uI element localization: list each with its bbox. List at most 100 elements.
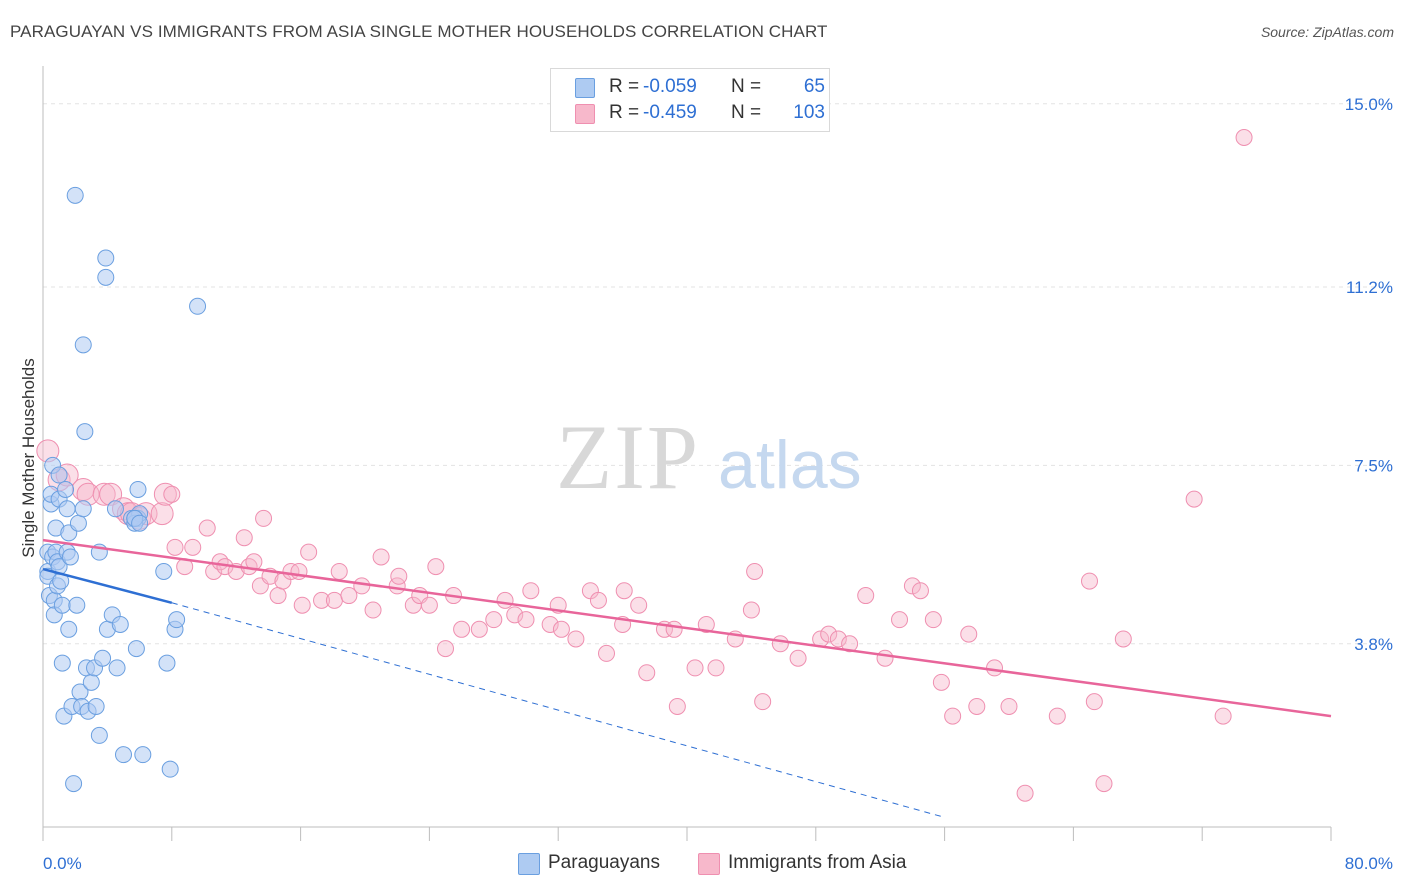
data-point-paraguayans (106, 500, 124, 518)
n-value: 65 (803, 76, 825, 97)
data-point-paraguayans (66, 186, 84, 204)
data-point-immigrants (92, 482, 116, 506)
data-point-immigrants (589, 591, 607, 609)
data-point-paraguayans (131, 514, 149, 532)
legend-label-paraguayans: Paraguayans (548, 852, 660, 873)
data-point-paraguayans (94, 649, 112, 667)
data-point-immigrants (1185, 490, 1203, 508)
data-point-immigrants (198, 519, 216, 537)
series-immigrants-from-asia (36, 129, 1253, 802)
n-value: 103 (793, 102, 825, 123)
legend-swatch-paraguayans (518, 853, 540, 875)
legend-swatch-immigrants (698, 853, 720, 875)
data-point-immigrants (754, 693, 772, 711)
x-tick-label: 0.0% (43, 854, 82, 873)
data-point-immigrants (330, 562, 348, 580)
data-point-immigrants (598, 644, 615, 662)
trend-extension-paraguayans (171, 602, 945, 818)
data-point-immigrants (876, 649, 894, 667)
data-point-immigrants (638, 664, 656, 682)
watermark-atlas: atlas (718, 427, 862, 503)
chart-title: PARAGUAYAN VS IMMIGRANTS FROM ASIA SINGL… (10, 22, 828, 41)
chart-source: Source: ZipAtlas.com (1260, 24, 1394, 40)
data-point-immigrants (300, 543, 318, 561)
trend-lines (42, 538, 1332, 818)
data-point-immigrants (166, 538, 184, 556)
data-point-immigrants (986, 659, 1004, 677)
data-point-paraguayans (61, 548, 79, 566)
series-paraguayans (39, 186, 207, 793)
data-point-paraguayans (50, 466, 68, 484)
y-axis-label: Single Mother Households (19, 358, 38, 557)
data-point-immigrants (453, 620, 471, 638)
data-point-immigrants (364, 601, 382, 619)
data-point-immigrants (427, 558, 445, 576)
n-label: N = (731, 102, 762, 123)
data-point-paraguayans (161, 760, 179, 778)
data-point-immigrants (857, 587, 875, 605)
y-tick-labels: 3.8% 7.5% 11.2% 15.0% (1345, 95, 1393, 654)
data-point-paraguayans (53, 654, 71, 672)
swatch-paraguayans (575, 78, 595, 98)
data-point-immigrants (313, 591, 331, 609)
stats-legend: R = -0.059 N = 65 R = -0.459 N = 103 (550, 68, 830, 132)
data-point-immigrants (163, 485, 181, 503)
r-value: -0.059 (643, 76, 697, 97)
data-point-paraguayans (58, 500, 76, 518)
data-point-paraguayans (74, 500, 92, 518)
data-point-immigrants (1016, 784, 1034, 802)
data-point-immigrants (829, 630, 847, 648)
data-point-immigrants (630, 596, 648, 614)
data-point-paraguayans (129, 480, 147, 498)
legend-label-immigrants: Immigrants from Asia (728, 852, 907, 873)
x-tick-labels: 0.0% 80.0% (43, 854, 1393, 873)
data-point-paraguayans (127, 640, 145, 658)
data-point-immigrants (742, 601, 760, 619)
r-value: -0.459 (643, 102, 697, 123)
trend-line-paraguayans (42, 567, 173, 605)
data-point-immigrants (746, 562, 764, 580)
data-point-paraguayans (69, 514, 87, 532)
y-tick-label: 3.8% (1354, 635, 1393, 654)
data-point-paraguayans (155, 562, 173, 580)
data-point-paraguayans (115, 746, 132, 764)
data-point-immigrants (789, 649, 807, 667)
data-point-paraguayans (189, 297, 207, 315)
data-point-immigrants (771, 635, 789, 653)
gridlines (43, 103, 1390, 645)
data-point-immigrants (960, 625, 978, 643)
data-point-paraguayans (111, 615, 129, 633)
data-point-immigrants (150, 502, 174, 526)
data-point-immigrants (235, 529, 253, 547)
data-point-immigrants (1081, 572, 1098, 590)
data-point-immigrants (668, 697, 686, 715)
data-point-immigrants (153, 482, 177, 506)
data-point-immigrants (552, 620, 570, 638)
data-point-immigrants (420, 596, 438, 614)
data-point-paraguayans (65, 775, 83, 793)
data-point-immigrants (269, 587, 287, 605)
data-point-immigrants (686, 659, 704, 677)
data-point-immigrants (665, 620, 683, 638)
data-point-immigrants (293, 596, 311, 614)
data-point-immigrants (615, 582, 633, 600)
data-point-immigrants (841, 635, 859, 653)
data-point-paraguayans (74, 336, 92, 354)
trend-line-immigrants (42, 538, 1332, 718)
data-point-immigrants (891, 611, 909, 629)
data-point-immigrants (522, 582, 540, 600)
data-point-immigrants (1114, 630, 1132, 648)
data-point-immigrants (390, 567, 408, 585)
data-point-paraguayans (53, 596, 71, 614)
data-point-paraguayans (60, 620, 78, 638)
data-point-immigrants (340, 587, 358, 605)
data-point-immigrants (496, 591, 514, 609)
y-tick-label: 7.5% (1354, 456, 1393, 475)
r-label: R = (609, 76, 640, 97)
y-tick-label: 11.2% (1346, 278, 1393, 297)
watermark-zip: ZIP (556, 406, 700, 508)
data-point-immigrants (485, 611, 503, 629)
axes (42, 66, 1332, 841)
data-point-immigrants (903, 577, 921, 595)
